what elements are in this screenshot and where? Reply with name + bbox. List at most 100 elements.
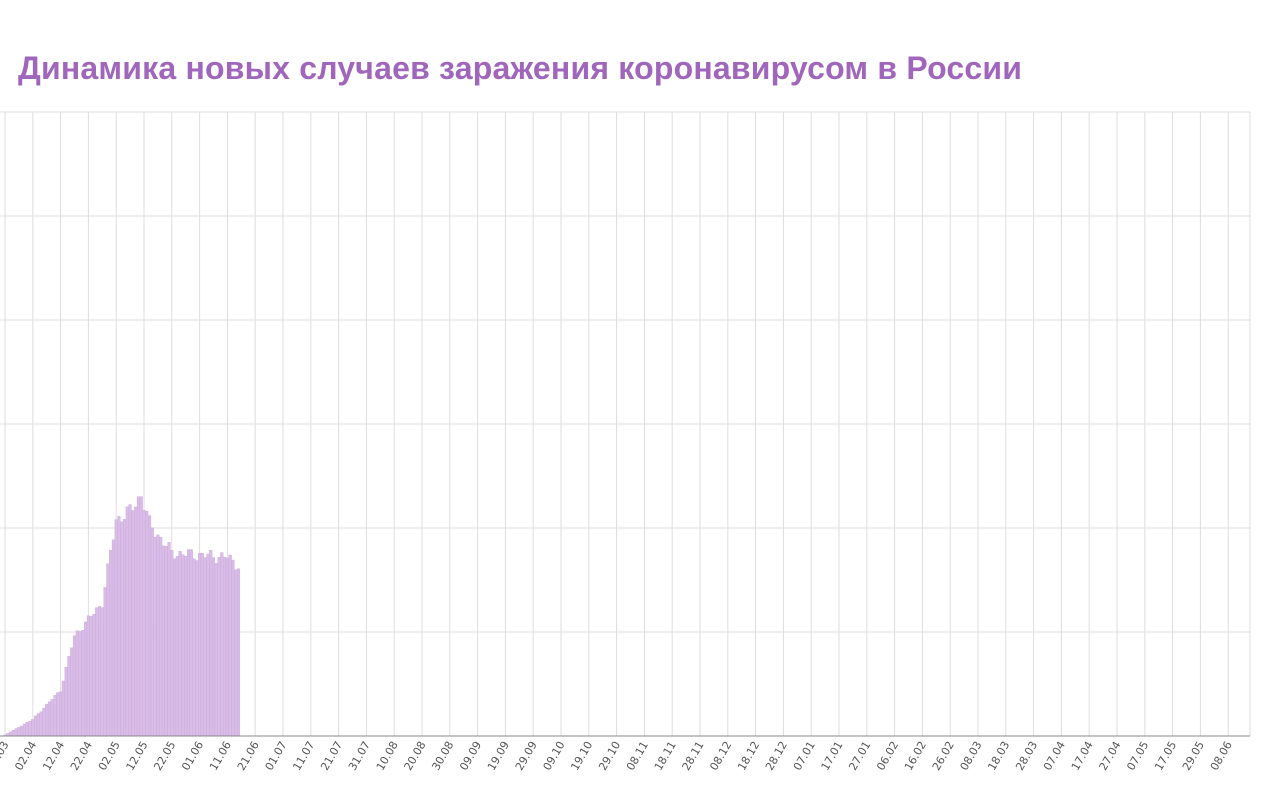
bar xyxy=(203,557,207,737)
x-tick-label: 07.05 xyxy=(1124,739,1151,773)
x-tick-label: 21.07 xyxy=(318,739,345,773)
bar xyxy=(53,695,57,737)
bar xyxy=(11,730,15,737)
x-tick-label: 22.04 xyxy=(68,739,95,773)
x-tick-label: 29.09 xyxy=(513,739,540,773)
x-tick-label: 11.07 xyxy=(290,739,317,773)
bar xyxy=(184,556,188,737)
x-tick-label: 09.10 xyxy=(541,739,568,773)
x-tick-label: 08.11 xyxy=(624,739,651,773)
bar xyxy=(128,504,132,737)
bar xyxy=(164,545,168,737)
bar xyxy=(75,630,79,737)
x-tick-label: 20.08 xyxy=(402,739,429,773)
bar xyxy=(178,551,182,737)
bar xyxy=(148,515,152,737)
bar xyxy=(92,614,96,737)
bar xyxy=(31,719,35,737)
bar xyxy=(120,521,124,737)
bar xyxy=(84,621,88,737)
bar xyxy=(36,713,40,737)
bar xyxy=(20,725,24,737)
x-tick-label: 08.06 xyxy=(1208,739,1235,773)
bar xyxy=(211,557,216,737)
x-tick-label: 17.01 xyxy=(819,739,846,773)
bar xyxy=(78,631,82,737)
x-tick-labels: 23.03 02.04 12.04 22.04 02.05 12.05 22.05 01.06… xyxy=(0,739,1235,773)
bar xyxy=(195,560,199,737)
bar xyxy=(231,559,235,737)
bar xyxy=(72,635,77,737)
x-tick-label: 17.05 xyxy=(1152,739,1179,773)
bar xyxy=(150,527,154,737)
x-tick-label: 19.10 xyxy=(568,739,595,773)
bar xyxy=(56,692,60,737)
x-tick-label: 18.12 xyxy=(735,739,762,773)
x-tick-label: 23.03 xyxy=(0,739,12,773)
x-tick-label: 16.02 xyxy=(902,739,929,773)
bar xyxy=(17,727,21,737)
x-tick-label: 02.04 xyxy=(12,739,39,773)
bar xyxy=(145,510,149,737)
bar xyxy=(14,728,18,737)
x-tick-label: 31.07 xyxy=(346,739,373,773)
bar-series xyxy=(3,496,241,737)
bar xyxy=(228,554,232,737)
bar xyxy=(217,557,221,737)
bar xyxy=(86,615,90,737)
bar xyxy=(170,550,174,737)
bar xyxy=(189,549,193,737)
bar xyxy=(61,680,65,737)
x-tick-label: 21.06 xyxy=(235,739,262,773)
x-tick-label: 28.11 xyxy=(680,739,707,773)
x-tick-label: 29.05 xyxy=(1180,739,1207,773)
bar xyxy=(117,515,121,737)
bar xyxy=(45,703,49,737)
x-tick-label: 18.11 xyxy=(652,739,679,773)
x-tick-label: 09.09 xyxy=(457,739,484,773)
bar xyxy=(139,496,143,737)
bar xyxy=(153,536,157,737)
bar xyxy=(159,536,163,737)
x-tick-label: 08.12 xyxy=(707,739,734,773)
bar xyxy=(9,731,13,737)
x-tick-label: 22.05 xyxy=(151,739,178,773)
x-tick-label: 28.12 xyxy=(763,739,790,773)
bar xyxy=(89,616,93,737)
bar xyxy=(136,496,140,737)
bar xyxy=(109,550,113,737)
x-tick-label: 12.05 xyxy=(124,739,151,773)
bar xyxy=(181,554,185,737)
x-tick-label: 12.04 xyxy=(40,739,67,773)
bar xyxy=(106,563,110,737)
bar xyxy=(59,691,63,737)
bar xyxy=(173,558,177,737)
x-tick-label: 08.03 xyxy=(958,739,985,773)
bar xyxy=(39,711,43,737)
bar xyxy=(223,556,227,737)
x-tick-label: 01.07 xyxy=(263,739,290,773)
bar xyxy=(214,563,218,737)
x-tick-label: 17.04 xyxy=(1069,739,1096,773)
bar xyxy=(114,519,118,737)
chart-title: Динамика новых случаев заражения коронав… xyxy=(18,50,1023,86)
bar xyxy=(198,553,202,737)
bar xyxy=(175,556,179,737)
bar xyxy=(167,542,171,737)
bar xyxy=(209,550,213,737)
x-tick-label: 18.03 xyxy=(985,739,1012,773)
bar xyxy=(131,510,135,737)
x-tick-label: 19.09 xyxy=(485,739,512,773)
x-tick-label: 28.03 xyxy=(1013,739,1040,773)
bar xyxy=(42,707,46,737)
x-tick-label: 01.06 xyxy=(179,739,206,773)
bar xyxy=(134,506,138,737)
bar xyxy=(142,510,146,737)
x-tick-label: 26.02 xyxy=(930,739,957,773)
bar xyxy=(95,607,99,737)
bar xyxy=(220,552,224,737)
bar xyxy=(28,720,32,737)
bar xyxy=(200,552,204,737)
bar xyxy=(123,519,127,737)
